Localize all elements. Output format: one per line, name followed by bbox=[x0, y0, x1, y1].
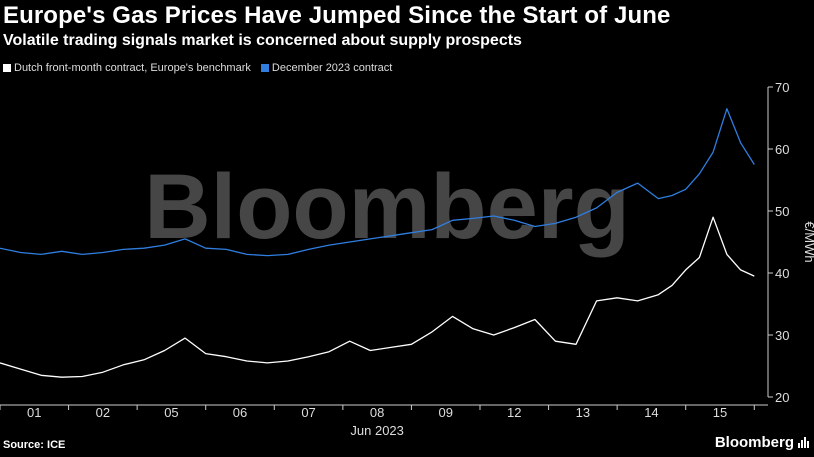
x-tick-label: 15 bbox=[713, 405, 727, 420]
series-lines bbox=[0, 108, 755, 378]
x-tick-label: 01 bbox=[27, 405, 41, 420]
legend: Dutch front-month contract, Europe's ben… bbox=[3, 62, 402, 74]
x-tick-label: 06 bbox=[233, 405, 247, 420]
x-tick-label: 08 bbox=[370, 405, 384, 420]
chart-title: Europe's Gas Prices Have Jumped Since th… bbox=[3, 2, 671, 29]
legend-item-dutch-front-month: Dutch front-month contract, Europe's ben… bbox=[3, 62, 251, 74]
watermark-logo: Bloomberg bbox=[144, 156, 630, 258]
x-tick-label: 09 bbox=[438, 405, 452, 420]
x-tick-label: 14 bbox=[644, 405, 658, 420]
x-tick-label: 12 bbox=[507, 405, 521, 420]
y-tick-label: 20 bbox=[775, 390, 789, 405]
axes: 20 30 40 50 60 70 €/MWh 01 02 05 06 07 08 09 12 13 14 15 J… bbox=[0, 80, 814, 438]
brand-name: Bloomberg bbox=[714, 434, 794, 451]
y-tick-label: 50 bbox=[775, 204, 789, 219]
chart-icon bbox=[798, 437, 809, 448]
y-tick-label: 70 bbox=[775, 80, 789, 95]
y-axis-title: €/MWh bbox=[802, 221, 814, 262]
brand-logo: Bloomberg bbox=[715, 434, 809, 451]
source-note: Source: ICE bbox=[3, 439, 66, 451]
series-line-dutch-front-month bbox=[0, 216, 755, 378]
legend-swatch-white bbox=[3, 64, 11, 72]
chart-subtitle: Volatile trading signals market is conce… bbox=[3, 32, 522, 49]
x-tick-label: 13 bbox=[576, 405, 590, 420]
y-tick-label: 30 bbox=[775, 328, 789, 343]
x-tick-label: 07 bbox=[301, 405, 315, 420]
x-tick-label: 02 bbox=[96, 405, 110, 420]
legend-item-december-2023: December 2023 contract bbox=[260, 62, 393, 74]
x-tick-label: 05 bbox=[164, 405, 178, 420]
y-tick-label: 40 bbox=[775, 266, 789, 281]
legend-label-december-2023: December 2023 contract bbox=[271, 62, 393, 74]
legend-swatch-blue bbox=[260, 64, 269, 72]
legend-label-dutch-front-month: Dutch front-month contract, Europe's ben… bbox=[14, 62, 251, 74]
y-tick-label: 60 bbox=[775, 142, 789, 157]
x-axis-title: Jun 2023 bbox=[350, 423, 404, 438]
series-line-december-2023 bbox=[0, 108, 755, 257]
